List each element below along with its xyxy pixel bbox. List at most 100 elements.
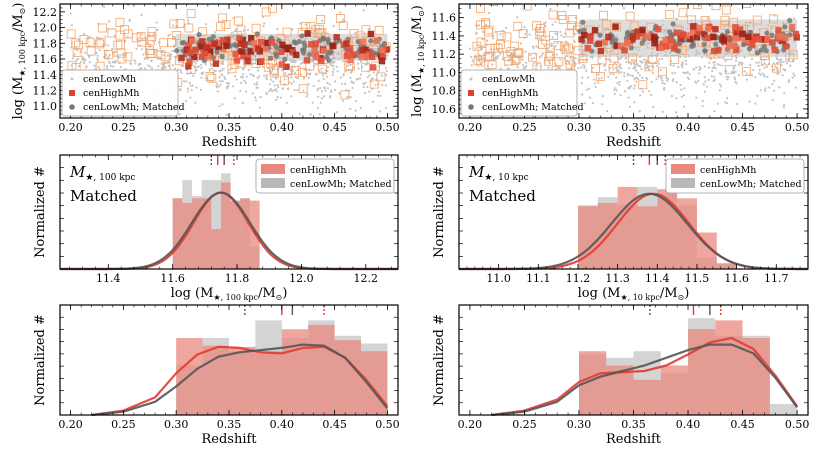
point-cenlowmh [353,32,357,35]
point-matched [701,41,707,47]
point-cenlowmh [684,59,688,62]
point-open-square [376,72,386,82]
point-cenhighmh [206,48,214,55]
point-cenlowmh [179,69,182,72]
legend-label-cenhighmh: cenHighMh [700,165,756,176]
point-cenlowmh [358,77,362,80]
point-cenlowmh [362,82,365,85]
point-open-square [66,29,76,39]
point-cenlowmh [661,19,664,22]
point-cenlowmh [559,30,562,33]
point-cenlowmh [215,86,219,89]
bar-cenhighmh [182,202,192,269]
x-tick-label: 0.30 [164,418,189,431]
point-cenlowmh [265,76,268,79]
point-cenlowmh [633,67,636,70]
point-cenlowmh [650,80,653,83]
point-cenlowmh [251,73,254,77]
point-open-square [546,50,555,60]
point-cenlowmh [73,53,76,56]
point-cenhighmh [775,27,782,34]
x-tick-label: 11.1 [526,272,551,285]
point-cenlowmh [624,90,627,93]
point-cenlowmh [775,53,778,56]
point-cenlowmh [574,16,577,19]
point-matched [713,41,719,48]
point-cenlowmh [282,87,285,90]
point-cenlowmh [777,58,781,62]
point-cenlowmh [772,89,776,92]
point-cenlowmh [782,104,786,107]
point-cenlowmh [507,67,510,70]
point-cenhighmh [289,49,297,56]
point-cenlowmh [781,74,784,77]
point-open-square [216,22,225,32]
point-cenlowmh [551,23,554,26]
point-cenhighmh [318,57,325,65]
point-open-square [549,30,559,40]
point-cenlowmh [613,62,616,65]
point-cenlowmh [275,98,278,102]
point-cenlowmh [718,56,721,59]
point-cenlowmh [188,34,191,37]
point-matched [254,31,260,37]
point-cenlowmh [548,60,551,63]
point-cenlowmh [701,99,704,103]
point-cenhighmh [663,43,670,50]
point-matched [210,33,216,40]
point-cenlowmh [651,72,655,75]
point-open-square [361,25,371,35]
point-cenlowmh [556,42,559,45]
point-cenlowmh [741,62,744,65]
point-cenlowmh [481,37,484,41]
point-cenlowmh [370,80,373,83]
point-open-square [270,68,279,78]
point-cenlowmh [328,83,331,86]
x-tick-label: 11.5 [685,272,710,285]
point-cenlowmh [551,36,554,39]
point-cenhighmh [198,53,206,61]
annotation-sub: ★, 10 kpc [484,173,528,183]
x-tick-label: 0.20 [58,418,83,431]
point-cenlowmh [162,54,165,57]
point-cenlowmh [306,93,309,96]
point-cenlowmh [623,72,626,75]
point-cenhighmh [629,33,637,40]
point-cenlowmh [366,85,369,89]
point-open-square [369,79,379,89]
point-cenlowmh [333,56,336,59]
legend-label-matched: cenLowMh; Matched [482,102,584,113]
y-tick-label: 11.4 [33,69,58,82]
point-cenhighmh [258,58,265,65]
legend-box [665,158,805,194]
point-open-square [113,40,123,50]
point-cenlowmh [635,80,638,83]
point-cenlowmh [349,76,352,80]
point-cenlowmh [109,64,113,67]
point-cenlowmh [709,58,712,61]
point-cenlowmh [670,94,674,98]
point-cenlowmh [247,68,250,72]
point-open-square [484,51,494,61]
point-cenlowmh [752,68,755,72]
point-cenlowmh [157,56,160,59]
point-cenlowmh [179,47,182,51]
y-axis-label-sun: ⊙ [417,10,426,17]
point-cenlowmh [778,86,781,89]
point-cenlowmh [114,61,117,64]
point-cenlowmh [524,50,527,53]
x-axis-label-close: ) [282,286,287,301]
point-cenlowmh [128,18,131,21]
point-cenhighmh [749,36,757,43]
point-cenlowmh [323,87,326,90]
point-cenlowmh [362,9,365,12]
point-open-square [720,20,729,30]
point-cenlowmh [149,59,153,63]
point-cenhighmh [725,42,733,50]
point-cenlowmh [201,73,204,76]
x-tick-label: 0.45 [322,121,347,134]
point-open-square [282,27,292,37]
legend-box [255,158,395,194]
point-cenlowmh [256,122,258,124]
point-cenhighmh [248,34,255,42]
